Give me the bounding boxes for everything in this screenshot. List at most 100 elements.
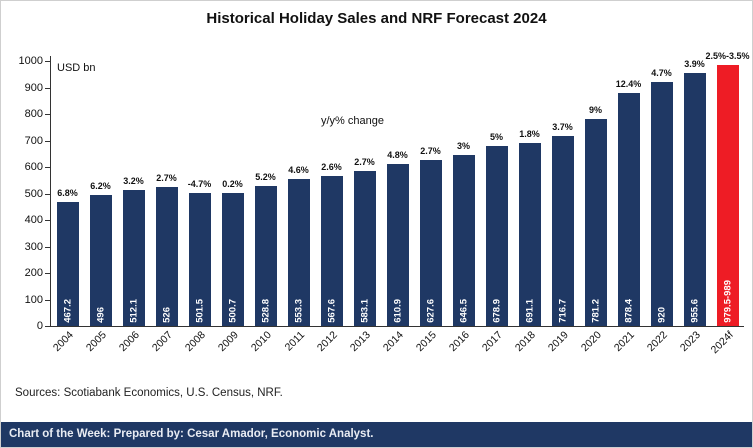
- bar-value-label: 501.5: [194, 299, 205, 323]
- x-tick-label: 2007: [149, 329, 175, 355]
- bar-slot: 4.7% 920 2022: [645, 61, 678, 354]
- x-tick-label: 2004: [50, 329, 76, 355]
- pct-label: 4.8%: [387, 150, 408, 160]
- bar-value-label: 878.4: [623, 299, 634, 323]
- x-tick-label: 2011: [282, 329, 307, 354]
- bar: 627.6: [419, 160, 442, 326]
- y-tick-mark: [45, 326, 50, 327]
- y-tick-label: 800: [24, 108, 43, 120]
- y-tick-label: 900: [24, 81, 43, 94]
- bar-slot: 2.5%-3.5% 979.5-989 2024f: [705, 51, 749, 356]
- bar-chart: 6.8% 467.2 2004 6.2% 496 2005 3.2% 512.1 2006 2.7…: [51, 51, 750, 356]
- bar-value-label: 583.1: [359, 299, 370, 323]
- bar-value-label: 955.6: [689, 299, 700, 323]
- pct-label: 2.7%: [354, 157, 375, 167]
- bar-value-label: 678.9: [491, 299, 502, 323]
- y-axis-line: [50, 56, 51, 327]
- x-tick-label: 2006: [116, 329, 142, 355]
- bar-slot: 5.2% 528.8 2010: [249, 61, 282, 354]
- x-tick-label: 2017: [479, 329, 505, 355]
- bar-value-label: 646.5: [458, 299, 469, 323]
- bar-value-label: 691.1: [524, 299, 535, 323]
- bar: 583.1: [353, 171, 376, 326]
- bar-value-label: 500.7: [227, 299, 238, 323]
- footer-bar: Chart of the Week: Prepared by: Cesar Am…: [1, 422, 752, 447]
- x-tick-label: 2018: [512, 329, 538, 355]
- bar-slot: 0.2% 500.7 2009: [216, 61, 249, 354]
- pct-label: 5%: [489, 132, 504, 142]
- bar: 496: [89, 195, 112, 326]
- bar: 646.5: [452, 155, 475, 326]
- y-tick-mark: [45, 61, 50, 62]
- bar-value-label: 627.6: [425, 299, 436, 323]
- bar: 920: [650, 82, 673, 326]
- pct-label: 0.2%: [222, 179, 243, 189]
- bar-slot: 2.7% 627.6 2015: [414, 61, 447, 354]
- pct-label: 2.5%-3.5%: [705, 51, 750, 61]
- bar-value-label: 528.8: [260, 299, 271, 323]
- bar-slot: 3.9% 955.6 2023: [678, 59, 711, 354]
- bar: 528.8: [254, 186, 277, 326]
- bar: 691.1: [518, 143, 541, 326]
- bar-slot: 6.8% 467.2 2004: [51, 61, 84, 354]
- bar: 781.2: [584, 119, 607, 326]
- bar-value-label: 512.1: [128, 299, 139, 323]
- y-tick-label: 100: [24, 293, 43, 306]
- y-tick-mark: [45, 246, 50, 248]
- y-tick-label: 600: [24, 161, 43, 173]
- y-tick-label: 400: [24, 214, 43, 226]
- bar-slot: 3.7% 716.7 2019: [546, 61, 579, 354]
- pct-label: 9%: [588, 105, 603, 115]
- y-tick-mark: [45, 220, 50, 221]
- bar-value-label: 781.2: [590, 299, 601, 323]
- x-tick-label: 2020: [578, 329, 604, 355]
- y-tick-label: 500: [24, 187, 43, 200]
- y-tick-label: 0: [36, 320, 43, 332]
- bar: 678.9: [485, 146, 508, 326]
- bar-slot: 2.6% 567.6 2012: [315, 61, 348, 354]
- pct-label: 4.7%: [651, 68, 672, 78]
- x-tick-label: 2014: [380, 329, 406, 355]
- y-tick-mark: [45, 167, 50, 168]
- x-tick-label: 2008: [182, 329, 208, 355]
- yoy-change-label: y/y% change: [321, 115, 384, 127]
- y-tick-mark: [45, 299, 50, 301]
- x-tick-label: 2013: [347, 329, 373, 355]
- bar-slot: 4.6% 553.3 2011: [282, 61, 315, 353]
- bar-slot: 3% 646.5 2016: [447, 61, 480, 354]
- pct-label: 3%: [456, 141, 471, 151]
- bar-value-label: 567.6: [326, 299, 337, 323]
- y-tick-label: 300: [24, 240, 43, 253]
- x-axis-line: [50, 326, 744, 327]
- x-tick-label: 2015: [413, 329, 439, 355]
- bar: 955.6: [683, 73, 706, 326]
- bar-value-label: 467.2: [62, 299, 73, 323]
- bar-value-label: 496: [95, 307, 106, 323]
- pct-label: 2.7%: [420, 146, 441, 156]
- y-tick-label: 200: [24, 267, 43, 279]
- y-tick-mark: [45, 273, 50, 274]
- bar-value-label: 716.7: [557, 299, 568, 323]
- bar-value-label: 526: [161, 307, 172, 323]
- x-tick-label: 2024f: [708, 329, 736, 357]
- bar-slot: 1.8% 691.1 2018: [513, 61, 546, 354]
- bar: 526: [155, 187, 178, 326]
- x-tick-label: 2023: [677, 329, 703, 355]
- bar: 500.7: [221, 193, 244, 326]
- pct-label: 4.6%: [288, 165, 309, 175]
- bar-value-label: 920: [656, 307, 667, 323]
- y-tick-label: 700: [24, 134, 43, 147]
- y-tick-mark: [45, 193, 50, 195]
- pct-label: 12.4%: [615, 79, 642, 89]
- y-tick-mark: [45, 140, 50, 142]
- usd-bn-label: USD bn: [57, 62, 96, 74]
- bar: 878.4: [617, 93, 640, 326]
- bar-slot: 9% 781.2 2020: [579, 61, 612, 354]
- bar-value-label: 610.9: [392, 299, 403, 323]
- bar-slot: 5% 678.9 2017: [480, 61, 513, 354]
- bar: 467.2: [56, 202, 79, 326]
- footer-text: Chart of the Week: Prepared by: Cesar Am…: [9, 428, 374, 440]
- bar-slot: 6.2% 496 2005: [84, 61, 117, 354]
- pct-label: 6.8%: [57, 188, 78, 198]
- y-tick-mark: [45, 114, 50, 115]
